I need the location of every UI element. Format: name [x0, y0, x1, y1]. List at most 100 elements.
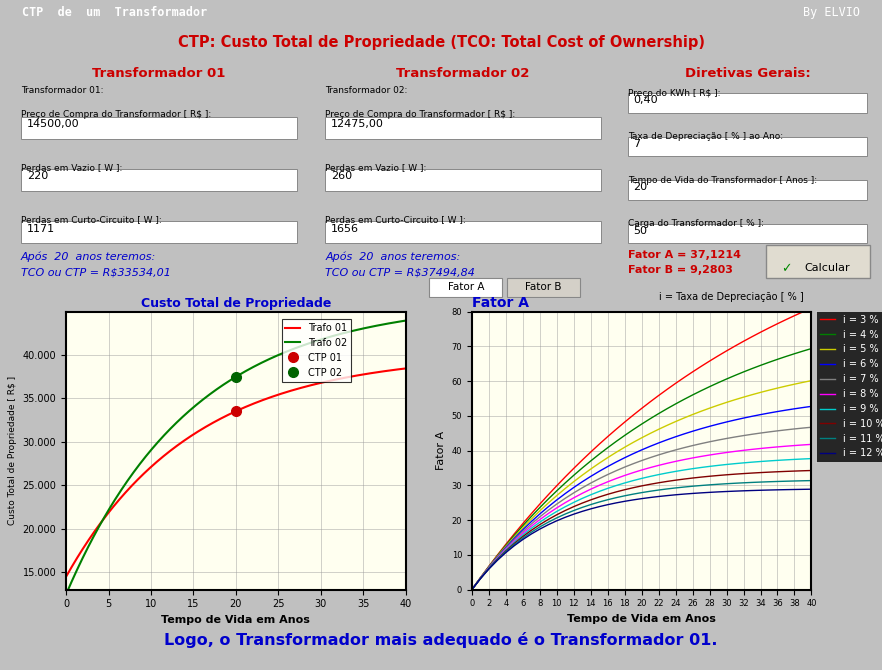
i = 6 % — [577, 478, 587, 486]
Text: Perdas em Vazio [ W ]:: Perdas em Vazio [ W ]: — [325, 163, 427, 172]
i = 11 % — [509, 541, 519, 549]
i = 3 % — [467, 586, 477, 594]
i = 6 % — [637, 446, 647, 454]
i = 3 % — [705, 357, 715, 365]
i = 12 % — [526, 530, 536, 538]
Line: i = 12 %: i = 12 % — [472, 489, 811, 590]
i = 9 % — [679, 466, 690, 474]
i = 7 % — [501, 544, 512, 552]
i = 11 % — [679, 483, 690, 491]
i = 8 % — [806, 440, 817, 448]
Text: 260: 260 — [331, 172, 352, 182]
Trafo 02 — [222, 378, 233, 386]
i = 6 % — [670, 433, 681, 441]
FancyBboxPatch shape — [21, 170, 296, 191]
i = 11 % — [619, 492, 630, 500]
i = 12 % — [797, 485, 808, 493]
i = 12 % — [670, 491, 681, 499]
i = 3 % — [594, 440, 604, 448]
i = 9 % — [611, 482, 622, 490]
i = 5 % — [773, 384, 783, 392]
FancyBboxPatch shape — [628, 137, 867, 156]
i = 11 % — [594, 498, 604, 506]
i = 8 % — [679, 456, 690, 464]
i = 7 % — [526, 520, 536, 528]
i = 6 % — [705, 422, 715, 430]
i = 9 % — [568, 498, 579, 507]
Y-axis label: Custo Total de Propriedade [ R$ ]: Custo Total de Propriedade [ R$ ] — [8, 376, 17, 525]
i = 7 % — [645, 454, 655, 462]
i = 8 % — [713, 450, 723, 458]
i = 3 % — [654, 391, 664, 399]
i = 7 % — [509, 535, 519, 543]
i = 5 % — [662, 421, 672, 429]
Trafo 01 — [400, 364, 411, 373]
Text: Fator A: Fator A — [448, 283, 484, 292]
i = 9 % — [534, 518, 545, 526]
i = 5 % — [602, 454, 613, 462]
i = 6 % — [475, 574, 486, 582]
i = 9 % — [696, 464, 706, 472]
i = 11 % — [781, 477, 791, 485]
i = 4 % — [526, 513, 536, 521]
FancyBboxPatch shape — [325, 117, 601, 139]
i = 6 % — [738, 414, 749, 422]
i = 8 % — [483, 564, 494, 572]
i = 5 % — [797, 379, 808, 387]
i = 4 % — [637, 420, 647, 428]
i = 7 % — [670, 446, 681, 454]
i = 6 % — [526, 518, 536, 526]
i = 10 % — [797, 467, 808, 475]
i = 12 % — [509, 541, 519, 549]
i = 9 % — [594, 487, 604, 495]
i = 11 % — [806, 476, 817, 484]
i = 3 % — [501, 540, 512, 548]
Text: Fator B: Fator B — [526, 283, 562, 292]
i = 10 % — [551, 511, 562, 519]
i = 6 % — [568, 484, 579, 492]
i = 8 % — [738, 446, 749, 454]
i = 5 % — [568, 478, 579, 486]
i = 3 % — [662, 385, 672, 393]
i = 5 % — [729, 396, 740, 404]
i = 11 % — [483, 565, 494, 573]
i = 4 % — [518, 522, 528, 530]
i = 5 % — [721, 399, 732, 407]
Text: 14500,00: 14500,00 — [26, 119, 79, 129]
i = 5 % — [501, 543, 512, 551]
i = 4 % — [534, 504, 545, 512]
i = 8 % — [729, 448, 740, 456]
i = 11 % — [501, 548, 512, 556]
i = 6 % — [619, 454, 630, 462]
i = 7 % — [594, 474, 604, 482]
FancyBboxPatch shape — [507, 278, 580, 297]
i = 4 % — [713, 379, 723, 387]
i = 9 % — [577, 494, 587, 502]
i = 5 % — [492, 552, 503, 560]
i = 3 % — [560, 473, 571, 481]
Line: i = 4 %: i = 4 % — [472, 348, 811, 590]
i = 7 % — [492, 553, 503, 561]
i = 9 % — [509, 538, 519, 546]
i = 10 % — [526, 527, 536, 535]
i = 10 % — [713, 472, 723, 480]
Text: 1171: 1171 — [26, 224, 55, 234]
i = 9 % — [586, 490, 596, 498]
Text: TCO ou CTP = R$37494,84: TCO ou CTP = R$37494,84 — [325, 267, 475, 277]
i = 5 % — [509, 533, 519, 541]
i = 10 % — [602, 490, 613, 498]
i = 6 % — [509, 534, 519, 542]
Line: i = 8 %: i = 8 % — [472, 444, 811, 590]
i = 5 % — [619, 444, 630, 452]
i = 11 % — [755, 478, 766, 486]
i = 6 % — [789, 405, 800, 413]
i = 11 % — [628, 490, 639, 498]
i = 3 % — [534, 500, 545, 508]
i = 12 % — [654, 492, 664, 500]
i = 10 % — [806, 466, 817, 474]
Text: 20: 20 — [633, 182, 647, 192]
i = 3 % — [764, 324, 774, 332]
i = 6 % — [687, 427, 698, 436]
i = 6 % — [747, 412, 758, 420]
i = 9 % — [729, 460, 740, 468]
